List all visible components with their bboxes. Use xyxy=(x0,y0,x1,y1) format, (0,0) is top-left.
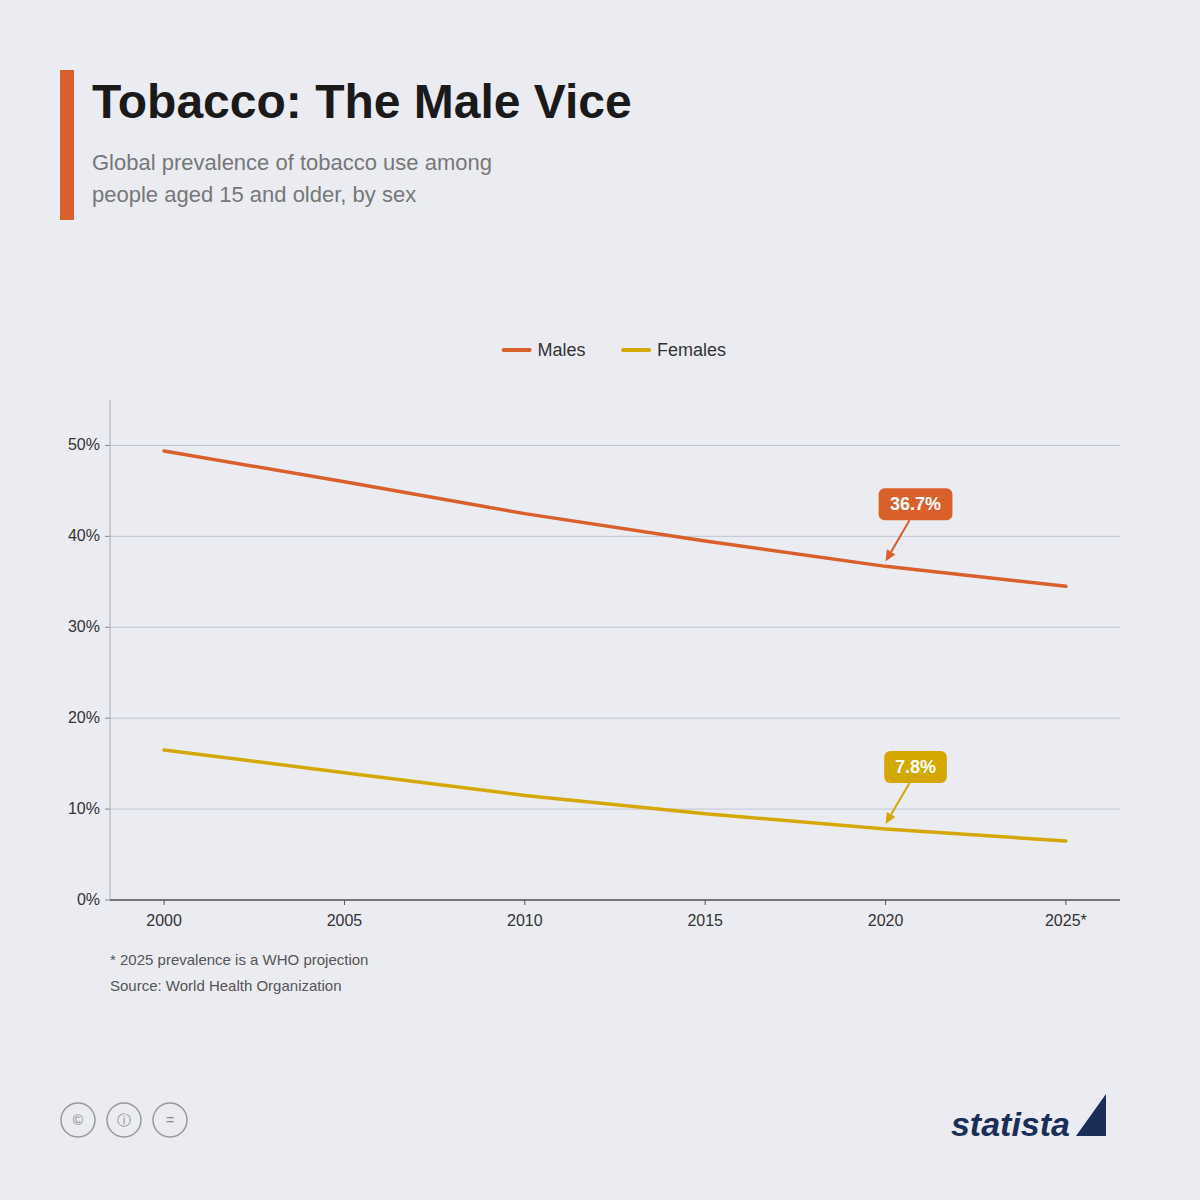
subtitle-line: people aged 15 and older, by sex xyxy=(92,182,416,207)
x-tick-label: 2015 xyxy=(687,912,723,929)
y-grid: 0% 10% 20% 30% 40% 50% xyxy=(68,436,1120,908)
y-tick xyxy=(105,809,110,810)
license-symbol: ⓘ xyxy=(117,1112,131,1128)
background xyxy=(0,0,1200,1200)
y-tick xyxy=(105,900,110,901)
x-tick xyxy=(885,900,886,905)
legend-swatch xyxy=(623,348,649,352)
annotation-arrow xyxy=(891,783,909,815)
y-tick xyxy=(105,445,110,446)
y-tick xyxy=(105,718,110,719)
legend-label: Females xyxy=(657,340,726,360)
grid-line xyxy=(110,718,1120,719)
x-tick-label: 2010 xyxy=(507,912,543,929)
y-tick-label: 0% xyxy=(77,891,100,908)
legend-swatch xyxy=(504,348,530,352)
license-symbol: = xyxy=(166,1112,174,1128)
x-tick xyxy=(344,900,345,905)
annotation-box xyxy=(879,488,953,520)
y-tick-label: 50% xyxy=(68,436,100,453)
y-tick-label: 30% xyxy=(68,618,100,635)
license-icon xyxy=(107,1103,141,1137)
footnote: Source: World Health Organization xyxy=(110,977,342,994)
grid-line xyxy=(110,627,1120,628)
y-tick xyxy=(105,536,110,537)
subtitle-line: Global prevalence of tobacco use among xyxy=(92,150,492,175)
grid-line xyxy=(110,809,1120,810)
series-line xyxy=(164,451,1066,586)
title: Tobacco: The Male Vice xyxy=(92,75,632,128)
footnote: * 2025 prevalence is a WHO projection xyxy=(110,951,368,968)
series-line xyxy=(164,750,1066,841)
y-tick-label: 10% xyxy=(68,800,100,817)
license-icon xyxy=(153,1103,187,1137)
annotations: 36.7% 7.8% xyxy=(879,488,953,824)
annotation-arrow xyxy=(891,520,909,552)
series-lines xyxy=(164,451,1066,841)
x-tick xyxy=(164,900,165,905)
annotation-box xyxy=(884,751,947,783)
grid-line xyxy=(110,445,1120,446)
x-tick-label: 2005 xyxy=(327,912,363,929)
annotation-arrowhead xyxy=(886,549,896,561)
x-axis xyxy=(110,899,1120,901)
logo: statista xyxy=(951,1105,1070,1143)
license-icon xyxy=(61,1103,95,1137)
y-tick-label: 40% xyxy=(68,527,100,544)
chart: Tobacco: The Male Vice Global prevalence … xyxy=(0,0,1200,1200)
x-tick-label: 2000 xyxy=(146,912,182,929)
subtitle: Global prevalence of tobacco use among pe… xyxy=(92,150,492,207)
x-tick-label: 2020 xyxy=(868,912,904,929)
grid-line xyxy=(110,900,1120,901)
license-symbol: © xyxy=(73,1112,84,1128)
y-tick-label: 20% xyxy=(68,709,100,726)
y-axis xyxy=(110,400,111,900)
annotation-arrowhead xyxy=(886,812,896,824)
annotation-text: 7.8% xyxy=(895,757,936,777)
x-tick xyxy=(1065,900,1066,905)
annotation-text: 36.7% xyxy=(890,494,941,514)
grid-line xyxy=(110,536,1120,537)
x-tick xyxy=(524,900,525,905)
accent-bar xyxy=(60,70,74,220)
x-ticks: 2000 2005 2010 2015 2020 2025* xyxy=(146,900,1086,929)
logo-icon xyxy=(1076,1094,1106,1136)
y-tick xyxy=(105,627,110,628)
legend-label: Males xyxy=(538,340,586,360)
x-tick-label: 2025* xyxy=(1045,912,1087,929)
x-tick xyxy=(705,900,706,905)
legend: Males Females xyxy=(504,340,727,360)
